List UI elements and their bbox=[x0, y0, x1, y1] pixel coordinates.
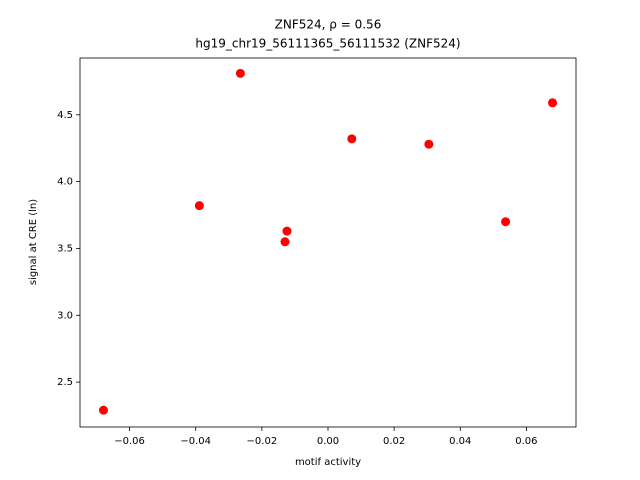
point bbox=[235, 68, 245, 78]
point bbox=[282, 226, 292, 236]
point bbox=[347, 134, 357, 144]
y-axis-label: signal at CRE (ln) bbox=[28, 199, 39, 285]
x-tick-label: 0.06 bbox=[515, 436, 537, 447]
point bbox=[194, 201, 204, 211]
point bbox=[501, 217, 511, 227]
point bbox=[548, 98, 558, 108]
x-tick-label: −0.02 bbox=[247, 436, 278, 447]
point bbox=[424, 139, 434, 149]
x-tick-label: 0.00 bbox=[317, 436, 339, 447]
point bbox=[98, 405, 108, 415]
point bbox=[280, 237, 290, 247]
x-axis-label: motif activity bbox=[295, 457, 361, 468]
x-tick-label: 0.02 bbox=[383, 436, 405, 447]
chart-subtitle: hg19_chr19_56111365_56111532 (ZNF524) bbox=[195, 37, 460, 51]
y-tick-label: 3.5 bbox=[57, 243, 73, 254]
y-tick-label: 4.5 bbox=[57, 110, 73, 121]
y-tick-label: 4.0 bbox=[57, 177, 73, 188]
x-tick-label: −0.06 bbox=[114, 436, 145, 447]
x-tick-label: 0.04 bbox=[449, 436, 471, 447]
chart-title: ZNF524, ρ = 0.56 bbox=[275, 18, 382, 32]
y-tick-label: 3.0 bbox=[57, 310, 73, 321]
x-tick-label: −0.04 bbox=[180, 436, 211, 447]
y-tick-label: 2.5 bbox=[57, 377, 73, 388]
